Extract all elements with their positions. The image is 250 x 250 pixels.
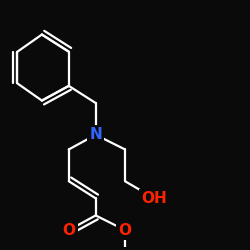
Text: N: N	[89, 127, 102, 142]
Text: OH: OH	[142, 191, 167, 206]
Text: O: O	[118, 222, 132, 238]
Text: O: O	[62, 222, 75, 238]
